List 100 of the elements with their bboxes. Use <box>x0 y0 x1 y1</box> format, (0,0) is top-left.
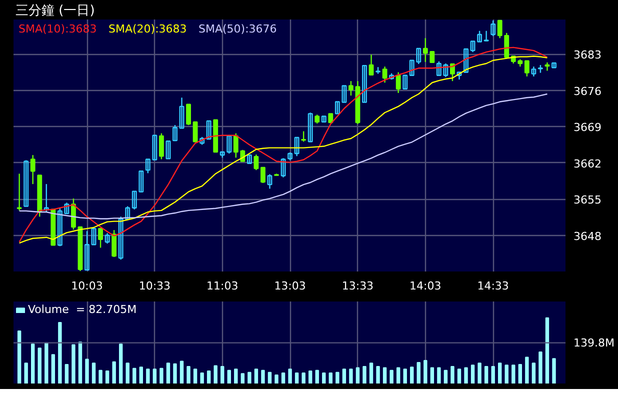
candlestick <box>24 160 29 207</box>
bar <box>112 361 116 384</box>
candlestick <box>402 74 408 90</box>
bar <box>227 370 231 384</box>
bar <box>173 363 177 384</box>
candlestick <box>186 104 191 126</box>
bar <box>464 367 468 384</box>
candlestick <box>158 132 164 160</box>
candlestick <box>464 48 468 73</box>
bar <box>484 366 488 384</box>
bar <box>444 370 448 384</box>
text: SMA(10):3683 <box>18 22 97 36</box>
candlestick <box>544 62 550 72</box>
bar <box>525 356 529 384</box>
bar <box>416 362 420 384</box>
candlestick <box>348 80 354 96</box>
x-tick-label: 13:03 <box>274 280 306 292</box>
bar <box>518 364 522 384</box>
bar <box>31 344 35 384</box>
bar <box>315 370 319 384</box>
x-tick-label: 14:33 <box>477 280 509 292</box>
bar <box>349 368 353 384</box>
bar <box>403 368 407 384</box>
bar <box>220 366 224 384</box>
candlestick <box>531 66 536 78</box>
y-tick-label: 3676 <box>574 84 602 98</box>
y-tick-label: 3669 <box>574 121 602 134</box>
candlestick <box>98 228 103 248</box>
candlestick <box>301 130 306 142</box>
bar <box>268 372 272 384</box>
candlestick <box>104 232 110 244</box>
bar <box>504 364 508 384</box>
x-tick-label: 11:03 <box>206 280 238 292</box>
bar <box>512 364 516 384</box>
bar <box>274 374 278 384</box>
bar <box>261 370 265 384</box>
bar <box>152 368 157 384</box>
bar <box>166 362 170 384</box>
bar <box>328 372 333 384</box>
bar <box>457 368 462 384</box>
y-tick-label: 3662 <box>574 157 602 170</box>
candlestick <box>368 54 374 76</box>
bar <box>58 322 62 384</box>
candlestick <box>267 174 272 190</box>
candlestick <box>166 140 171 160</box>
candlestick <box>362 64 367 103</box>
bar <box>362 366 366 384</box>
bar <box>64 364 69 384</box>
bar <box>139 366 143 384</box>
candlestick <box>30 154 36 185</box>
bar <box>85 358 89 384</box>
candlestick <box>91 228 96 246</box>
candlestick <box>192 121 198 143</box>
bar <box>288 368 292 384</box>
bar <box>234 368 238 384</box>
bar <box>17 330 22 384</box>
bar <box>498 362 502 384</box>
bar <box>491 366 495 384</box>
candlestick <box>172 124 178 142</box>
bar <box>206 370 211 384</box>
bar <box>410 366 414 384</box>
bar <box>146 368 150 384</box>
bar <box>126 362 130 384</box>
bar <box>160 368 164 384</box>
chart-title: 三分鐘 (一日) <box>16 4 95 18</box>
bar <box>552 358 556 384</box>
bar <box>105 370 110 384</box>
candlestick <box>470 40 476 53</box>
bar <box>308 370 312 384</box>
candlestick <box>254 154 259 171</box>
text: SMA(20):3683 <box>108 22 187 36</box>
bar <box>430 367 434 384</box>
candlestick <box>308 112 313 143</box>
candlestick <box>490 20 496 37</box>
candlestick <box>179 97 184 129</box>
bar <box>38 348 42 384</box>
bar <box>200 372 204 384</box>
x-tick-label: 14:03 <box>410 280 442 292</box>
bar <box>44 342 48 384</box>
bar <box>437 367 441 384</box>
candlestick <box>280 158 286 178</box>
y-tick-label: 3683 <box>574 48 602 62</box>
ref-line-label: 139.8M <box>574 336 614 350</box>
bar <box>214 365 218 384</box>
candlestick <box>112 230 117 258</box>
y-tick-label: 3655 <box>574 194 602 207</box>
candlestick <box>382 66 388 84</box>
bar <box>132 368 136 384</box>
bar <box>322 372 326 384</box>
bar <box>369 362 374 384</box>
bar <box>545 317 550 384</box>
bar <box>98 370 102 384</box>
candlestick <box>504 32 510 60</box>
candlestick <box>294 136 300 157</box>
legend-label: Volume = 82.705M <box>28 303 137 316</box>
candlestick <box>450 63 455 82</box>
x-tick-label: 13:33 <box>342 280 374 292</box>
y-tick-label: 3648 <box>574 230 602 243</box>
candlestick <box>497 20 502 39</box>
x-tick-label: 10:03 <box>71 280 103 292</box>
